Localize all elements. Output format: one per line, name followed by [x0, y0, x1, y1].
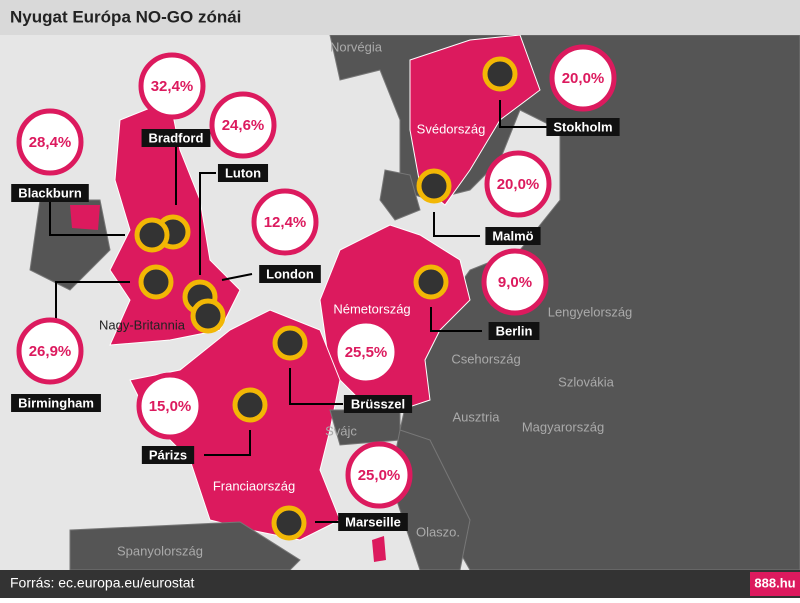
share-value: 20,0% — [497, 176, 540, 193]
country-label: Norvégia — [330, 39, 383, 54]
arrow — [55, 281, 130, 335]
country-label: Szlovákia — [558, 374, 614, 389]
city-label-box — [141, 129, 211, 147]
arrow — [49, 201, 125, 236]
city-dot — [272, 325, 308, 361]
title-bar — [0, 0, 800, 35]
arrow — [289, 368, 343, 405]
title: Nyugat Európa NO-GO zónái — [10, 7, 241, 26]
arrow — [433, 212, 480, 237]
share-value: 9,0% — [498, 274, 532, 291]
city-label: Birmingham — [18, 395, 94, 410]
share-value: 15,0% — [149, 398, 192, 415]
share-bubble — [345, 441, 413, 509]
city-label: Brüsszel — [351, 396, 405, 411]
france — [129, 309, 341, 541]
share-bubble — [16, 108, 84, 176]
city-dot — [138, 264, 174, 300]
arrow — [430, 307, 482, 332]
city-dot — [134, 217, 170, 253]
source: Forrás: ec.europa.eu/eurostat — [10, 575, 195, 591]
city-label-box — [11, 184, 89, 202]
country-label: Csehország — [451, 351, 520, 366]
city-label-box — [338, 513, 408, 531]
country-label: Németország — [333, 301, 410, 316]
share-value: 20,0% — [562, 70, 605, 87]
footer-bar — [0, 570, 800, 598]
city-label: London — [266, 266, 314, 281]
share-bubble — [251, 188, 319, 256]
share-value: 25,0% — [358, 467, 401, 484]
spain — [69, 521, 301, 571]
share-bubble — [138, 52, 206, 120]
city-label: Stokholm — [553, 119, 612, 134]
share-bubble — [484, 150, 552, 218]
country-label: Svédország — [417, 121, 486, 136]
share-value: 25,5% — [345, 344, 388, 361]
city-label-box — [488, 322, 540, 340]
city-dot — [413, 264, 449, 300]
country-label: Lengyelország — [548, 304, 633, 319]
city-label: Marseille — [345, 514, 401, 529]
country-label: Franciaország — [213, 478, 295, 493]
city-label-box — [217, 164, 269, 182]
share-bubble — [16, 317, 84, 385]
country-label: Olaszo. — [416, 524, 460, 539]
share-bubble — [549, 44, 617, 112]
share-bubble — [332, 318, 400, 386]
country-label: Magyarország — [522, 419, 604, 434]
city-label: Berlin — [496, 323, 533, 338]
country-label: Ausztria — [453, 409, 501, 424]
city-label: Bradford — [149, 130, 204, 145]
country-label: Nagy-Britannia — [99, 317, 186, 332]
brand: 888.hu — [754, 575, 795, 590]
city-label: Luton — [225, 165, 261, 180]
city-label-box — [11, 394, 101, 412]
city-label-box — [343, 395, 413, 413]
city-label-box — [546, 118, 620, 136]
brand-box — [750, 572, 800, 596]
arrow — [199, 172, 216, 275]
arrow — [499, 100, 547, 128]
arrow — [221, 273, 253, 281]
arrow — [204, 430, 251, 456]
share-value: 24,6% — [222, 117, 265, 134]
city-dot — [416, 168, 452, 204]
denmark — [379, 169, 421, 221]
city-label-box — [485, 227, 541, 245]
city-label: Párizs — [149, 447, 187, 462]
share-value: 32,4% — [151, 78, 194, 95]
country-label: Spanyolország — [117, 543, 203, 558]
share-value: 12,4% — [264, 214, 307, 231]
city-label-box — [141, 446, 195, 464]
share-bubble — [209, 91, 277, 159]
city-dot — [232, 387, 268, 423]
corsica — [372, 536, 386, 562]
city-label: Malmö — [492, 228, 533, 243]
city-dot — [482, 56, 518, 92]
country-label: Svájc — [325, 423, 357, 438]
city-dot — [271, 505, 307, 541]
share-bubble — [481, 248, 549, 316]
city-label-box — [259, 265, 321, 283]
share-bubble — [136, 372, 204, 440]
city-dot — [190, 298, 226, 334]
share-value: 26,9% — [29, 343, 72, 360]
share-value: 28,4% — [29, 134, 72, 151]
northern-ireland — [70, 205, 100, 230]
city-label: Blackburn — [18, 185, 82, 200]
